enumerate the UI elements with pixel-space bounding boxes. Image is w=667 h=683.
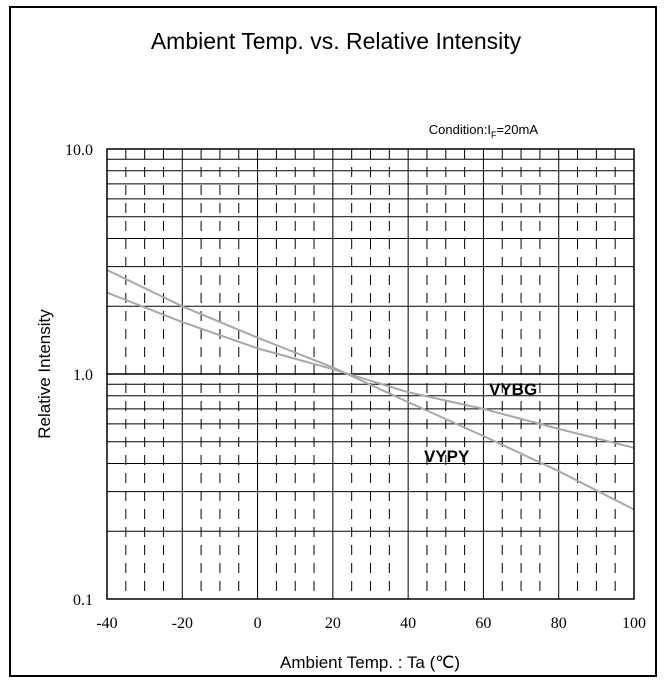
series-line-vypy — [106, 269, 635, 511]
x-tick-label: 80 — [551, 615, 567, 632]
y-tick-label: 0.1 — [73, 592, 93, 609]
x-tick-label: 40 — [400, 615, 416, 632]
chart-frame: Ambient Temp. vs. Relative Intensity Con… — [9, 6, 657, 677]
x-tick-label: 60 — [475, 615, 491, 632]
chart-canvas: Ambient Temp. vs. Relative Intensity Con… — [35, 28, 646, 672]
x-tick-label: 0 — [254, 615, 262, 632]
y-axis-label: Relative Intensity — [35, 309, 54, 439]
x-tick-label: 20 — [325, 615, 341, 632]
x-tick-label: 100 — [622, 615, 646, 632]
condition-subscript: F — [491, 130, 497, 140]
series-label-vybg: VYBG — [489, 380, 537, 399]
x-axis-label: Ambient Temp. : Ta (℃) — [280, 653, 460, 672]
grid — [107, 149, 634, 599]
condition-label: Condition:IF=20mA — [429, 122, 539, 140]
series-line-vybg — [106, 291, 635, 449]
plot-area-border — [106, 148, 635, 600]
tick-labels: -40 -20 0 20 40 60 80 100 0.1 1.0 10.0 — [65, 142, 646, 632]
x-tick-label: -20 — [172, 615, 193, 632]
x-tick-label: -40 — [96, 615, 117, 632]
condition-suffix: =20mA — [496, 122, 538, 137]
condition-prefix: Condition:I — [429, 122, 491, 137]
y-tick-label: 1.0 — [73, 367, 93, 384]
chart-title: Ambient Temp. vs. Relative Intensity — [151, 28, 522, 54]
series-label-vypy: VYPY — [424, 447, 470, 466]
series-layer — [106, 269, 635, 511]
y-tick-label: 10.0 — [65, 142, 93, 159]
